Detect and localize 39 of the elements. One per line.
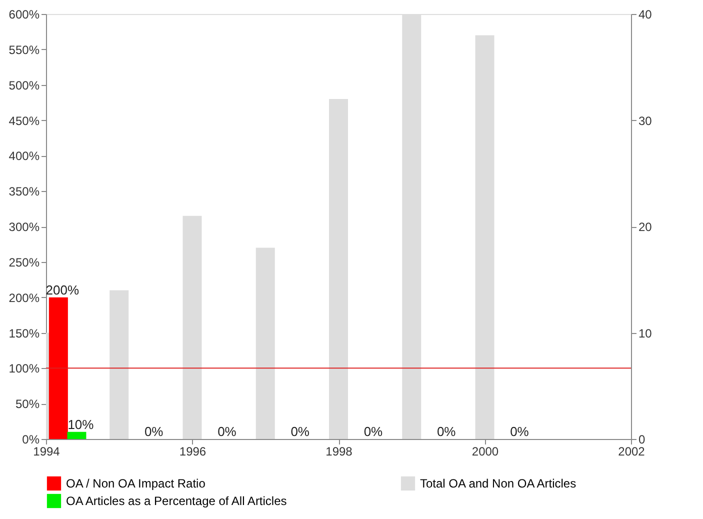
y-tick-label: 550% xyxy=(8,42,40,57)
y-tick-label: 0% xyxy=(22,432,40,446)
data-label: 0% xyxy=(290,424,310,439)
y2-tick-label: 0 xyxy=(638,432,646,446)
x-tick-label: 2002 xyxy=(618,444,646,458)
data-label: 200% xyxy=(46,282,80,298)
x-tick-label: 1994 xyxy=(33,444,60,458)
y-tick-label: 150% xyxy=(8,326,40,340)
y-tick-label: 250% xyxy=(8,255,40,270)
bar xyxy=(110,290,129,439)
legend-label: OA / Non OA Impact Ratio xyxy=(66,476,206,490)
data-label: 0% xyxy=(218,424,237,439)
data-label: 0% xyxy=(510,424,530,439)
y2-tick-label: 30 xyxy=(638,114,652,128)
y-tick-label: 500% xyxy=(8,78,40,92)
y-tick-label: 100% xyxy=(8,362,40,376)
bar xyxy=(329,99,348,439)
y2-tick-label: 40 xyxy=(638,8,652,22)
data-label: 10% xyxy=(68,416,94,432)
y-tick-label: 300% xyxy=(8,220,40,234)
data-label: 0% xyxy=(364,424,384,439)
y2-tick-label: 10 xyxy=(638,326,652,340)
y-tick-label: 200% xyxy=(8,290,40,305)
bar xyxy=(256,248,275,439)
x-tick-label: 1996 xyxy=(179,444,206,458)
bar xyxy=(475,35,494,439)
y-tick-label: 50% xyxy=(15,397,40,412)
data-label: 0% xyxy=(144,424,164,439)
legend-label: Total OA and Non OA Articles xyxy=(420,476,576,490)
data-label: 0% xyxy=(436,424,456,439)
y2-tick-label: 20 xyxy=(638,220,652,234)
bar xyxy=(182,216,202,439)
y-tick-label: 350% xyxy=(8,184,40,199)
legend-label: OA Articles as a Percentage of All Articles xyxy=(66,494,287,508)
y-tick-label: 600% xyxy=(8,8,40,22)
x-tick-label: 1998 xyxy=(326,444,353,458)
x-tick-label: 2000 xyxy=(472,444,499,458)
y-tick-label: 400% xyxy=(8,149,40,164)
y-tick-label: 450% xyxy=(8,114,40,128)
